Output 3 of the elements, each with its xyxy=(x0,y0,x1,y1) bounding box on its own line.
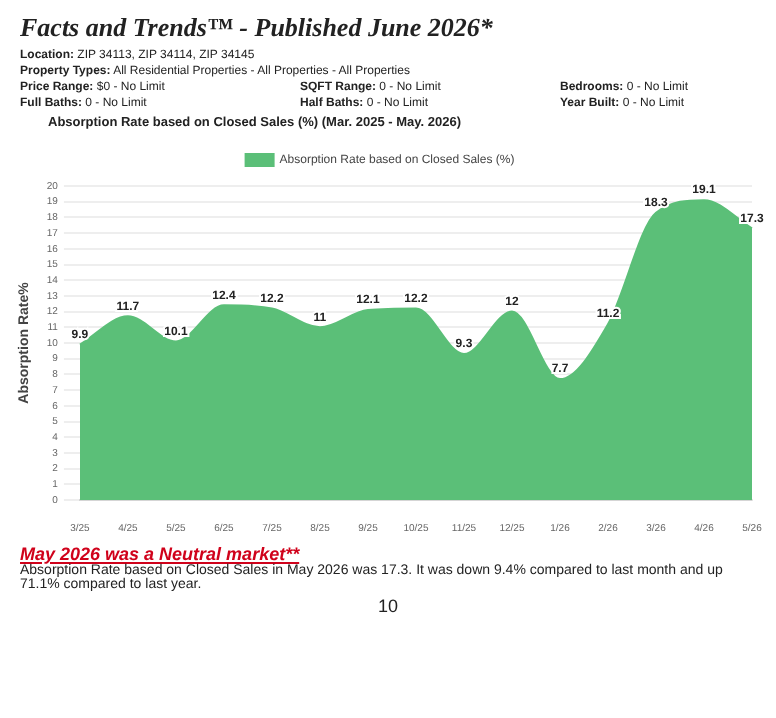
text: 10 xyxy=(375,596,400,616)
chart-title: Facts and Trends™ - Published June 2026* xyxy=(20,12,495,44)
text: May 2026 was a Neutral market** xyxy=(20,544,302,564)
